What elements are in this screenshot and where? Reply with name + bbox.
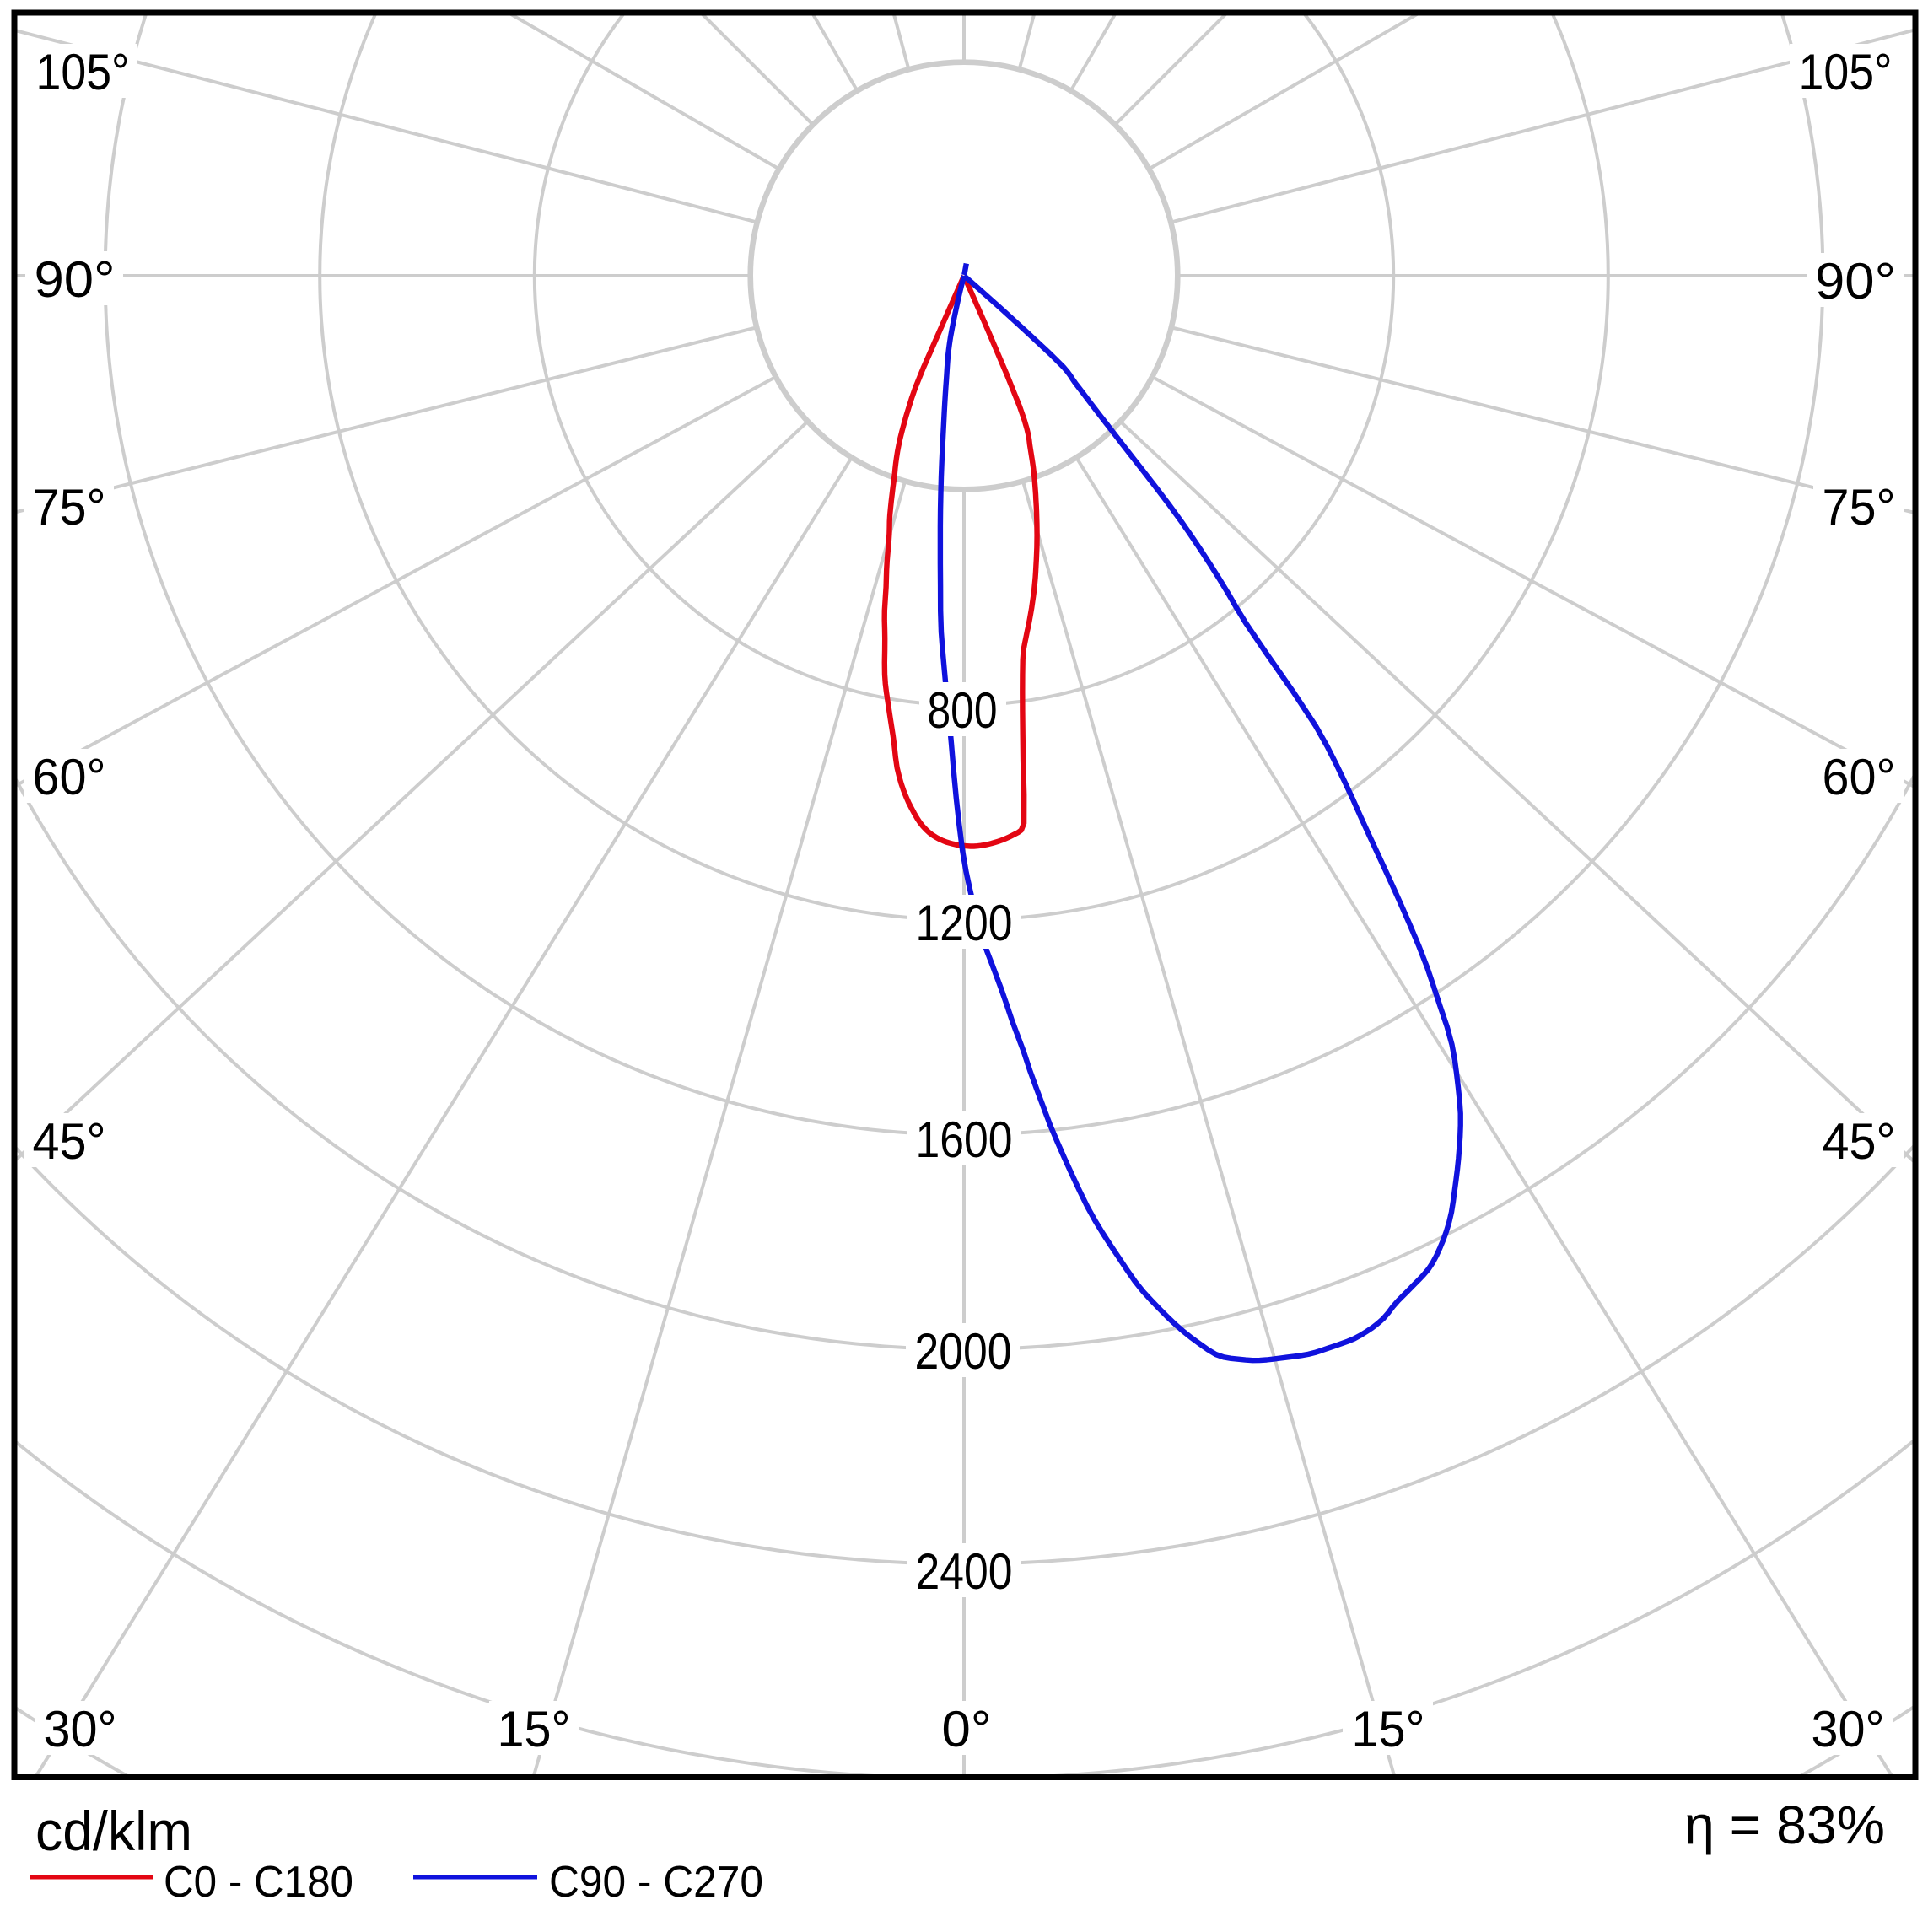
svg-text:2400: 2400 <box>916 1543 1013 1600</box>
svg-text:0°: 0° <box>942 1701 992 1757</box>
svg-text:1600: 1600 <box>916 1111 1013 1168</box>
svg-text:60°: 60° <box>1823 749 1896 805</box>
svg-text:15°: 15° <box>498 1701 571 1757</box>
svg-text:η = 83%: η = 83% <box>1684 1795 1885 1855</box>
svg-text:105°: 105° <box>36 44 130 100</box>
svg-text:30°: 30° <box>44 1701 117 1757</box>
svg-text:75°: 75° <box>1823 479 1896 535</box>
svg-text:C90 - C270: C90 - C270 <box>549 1858 763 1907</box>
svg-text:105°: 105° <box>1799 44 1893 100</box>
svg-text:90°: 90° <box>35 251 116 308</box>
svg-text:C0 - C180: C0 - C180 <box>164 1858 353 1907</box>
svg-text:1200: 1200 <box>916 895 1013 951</box>
svg-text:cd/klm: cd/klm <box>35 1800 192 1862</box>
svg-text:30°: 30° <box>1812 1701 1885 1757</box>
svg-text:45°: 45° <box>33 1113 106 1170</box>
svg-text:45°: 45° <box>1823 1113 1896 1170</box>
svg-text:800: 800 <box>928 682 998 739</box>
svg-text:15°: 15° <box>1352 1701 1425 1757</box>
svg-text:90°: 90° <box>1815 253 1896 309</box>
svg-text:75°: 75° <box>33 479 106 535</box>
svg-text:2000: 2000 <box>915 1323 1012 1380</box>
svg-text:60°: 60° <box>33 749 106 805</box>
